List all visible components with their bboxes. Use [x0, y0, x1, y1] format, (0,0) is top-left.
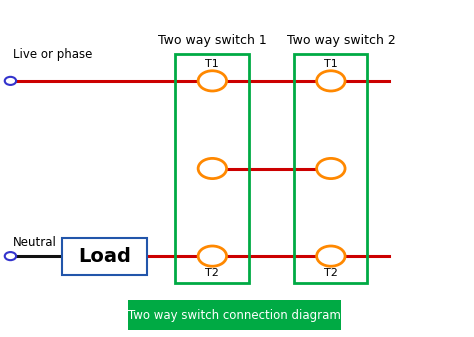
Bar [128, 300, 341, 330]
Bar [175, 54, 249, 283]
Text: Two way switch 1: Two way switch 1 [158, 34, 267, 47]
Bar [294, 54, 367, 283]
Circle shape [198, 71, 227, 91]
Circle shape [317, 158, 345, 179]
Circle shape [5, 252, 16, 260]
Text: Live or phase: Live or phase [13, 48, 92, 61]
Text: T2: T2 [205, 268, 219, 278]
Text: Two way switch connection diagram: Two way switch connection diagram [128, 309, 341, 321]
Text: Neutral: Neutral [13, 236, 57, 249]
Text: T1: T1 [205, 59, 219, 69]
Circle shape [317, 246, 345, 266]
Circle shape [5, 77, 16, 85]
Text: T2: T2 [324, 268, 338, 278]
Circle shape [317, 71, 345, 91]
Text: T1: T1 [324, 59, 338, 69]
Circle shape [198, 158, 227, 179]
Text: Load: Load [78, 247, 131, 266]
Text: Two way switch 2: Two way switch 2 [287, 34, 396, 47]
Circle shape [198, 246, 227, 266]
Bar [62, 238, 147, 275]
